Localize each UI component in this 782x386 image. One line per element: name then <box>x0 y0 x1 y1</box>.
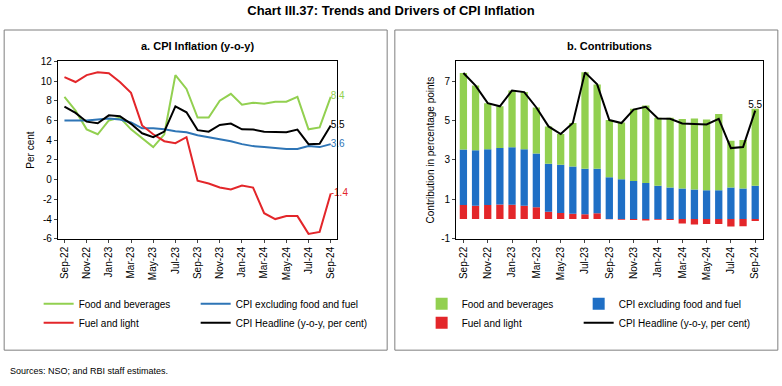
svg-text:3.6: 3.6 <box>331 138 345 149</box>
svg-text:Sep-22: Sep-22 <box>59 246 70 279</box>
svg-text:12: 12 <box>41 56 53 67</box>
svg-text:May-23: May-23 <box>147 246 158 280</box>
svg-text:Jul-23: Jul-23 <box>579 246 590 274</box>
svg-text:-1: -1 <box>441 233 450 244</box>
svg-text:Contribution in percentage poi: Contribution in percentage points <box>425 77 436 224</box>
svg-text:May-24: May-24 <box>701 246 712 280</box>
svg-text:10: 10 <box>41 76 53 87</box>
svg-text:Fuel and light: Fuel and light <box>462 318 522 329</box>
svg-text:Jan-23: Jan-23 <box>103 246 114 277</box>
svg-text:Jul-24: Jul-24 <box>725 246 736 274</box>
svg-text:Sep-23: Sep-23 <box>604 246 615 279</box>
svg-text:-4: -4 <box>43 214 52 225</box>
svg-text:Mar-23: Mar-23 <box>531 246 542 278</box>
svg-text:Sep-24: Sep-24 <box>325 246 336 279</box>
svg-text:May-23: May-23 <box>555 246 566 280</box>
svg-text:CPI excluding food and fuel: CPI excluding food and fuel <box>619 299 741 310</box>
svg-text:Jan-24: Jan-24 <box>652 246 663 277</box>
svg-text:6: 6 <box>46 115 52 126</box>
svg-text:2: 2 <box>46 154 52 165</box>
svg-text:5.5: 5.5 <box>331 119 345 130</box>
svg-text:Jul-24: Jul-24 <box>303 246 314 274</box>
svg-text:Chart III.37: Trends and Drive: Chart III.37: Trends and Drivers of CPI … <box>247 3 535 18</box>
svg-text:CPI excluding food and fuel: CPI excluding food and fuel <box>236 299 358 310</box>
svg-text:CPI Headline (y-o-y, per cent): CPI Headline (y-o-y, per cent) <box>619 318 751 329</box>
svg-text:Jan-23: Jan-23 <box>506 246 517 277</box>
svg-text:-6: -6 <box>43 233 52 244</box>
svg-text:7: 7 <box>445 76 451 87</box>
svg-text:Jan-24: Jan-24 <box>236 246 247 277</box>
svg-text:b. Contributions: b. Contributions <box>567 40 652 52</box>
svg-text:0: 0 <box>46 174 52 185</box>
svg-text:5.5: 5.5 <box>748 99 762 110</box>
svg-text:a. CPI Inflation (y-o-y): a. CPI Inflation (y-o-y) <box>141 40 254 52</box>
svg-text:Fuel and light: Fuel and light <box>79 318 139 329</box>
svg-text:Nov-22: Nov-22 <box>482 246 493 279</box>
svg-text:Mar-24: Mar-24 <box>258 246 269 278</box>
svg-text:May-24: May-24 <box>281 246 292 280</box>
svg-text:4: 4 <box>46 135 52 146</box>
svg-text:Per cent: Per cent <box>25 131 36 168</box>
svg-text:Nov-22: Nov-22 <box>81 246 92 279</box>
svg-text:Food and beverages: Food and beverages <box>462 299 554 310</box>
svg-text:8.4: 8.4 <box>331 90 345 101</box>
svg-text:Food and beverages: Food and beverages <box>79 299 171 310</box>
svg-text:Jul-23: Jul-23 <box>170 246 181 274</box>
svg-text:Sources: NSO; and RBI staff es: Sources: NSO; and RBI staff estimates. <box>10 366 168 376</box>
svg-text:Mar-24: Mar-24 <box>677 246 688 278</box>
svg-text:8: 8 <box>46 95 52 106</box>
svg-text:CPI Headline (y-o-y, per cent): CPI Headline (y-o-y, per cent) <box>236 318 368 329</box>
svg-text:Sep-24: Sep-24 <box>749 246 760 279</box>
svg-text:1: 1 <box>445 194 451 205</box>
svg-text:-2: -2 <box>43 194 52 205</box>
svg-text:Sep-22: Sep-22 <box>458 246 469 279</box>
svg-text:-1.4: -1.4 <box>331 187 349 198</box>
svg-text:5: 5 <box>445 115 451 126</box>
svg-text:Mar-23: Mar-23 <box>125 246 136 278</box>
svg-text:Nov-23: Nov-23 <box>628 246 639 279</box>
svg-text:Sep-23: Sep-23 <box>192 246 203 279</box>
svg-text:Nov-23: Nov-23 <box>214 246 225 279</box>
svg-text:3: 3 <box>445 154 451 165</box>
